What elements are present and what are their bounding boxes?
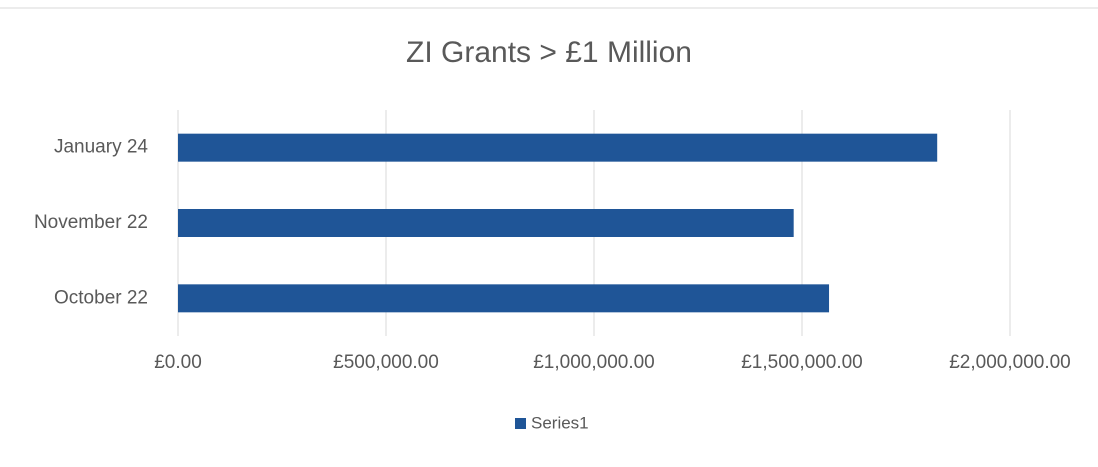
x-tick-label: £0.00 [154,352,202,373]
y-tick-label: January 24 [54,137,148,158]
legend-swatch [515,418,526,429]
y-tick-label: November 22 [34,212,148,233]
x-tick-label: £2,000,000.00 [949,352,1071,373]
legend-label: Series1 [531,413,589,432]
bar [178,209,794,237]
x-tick-label: £1,500,000.00 [741,352,863,373]
bar [178,284,830,313]
y-tick-label: October 22 [54,287,148,308]
x-tick-label: £500,000.00 [333,352,439,373]
bar [178,133,938,162]
chart-title: ZI Grants > £1 Million [406,36,692,69]
x-tick-label: £1,000,000.00 [533,352,655,373]
